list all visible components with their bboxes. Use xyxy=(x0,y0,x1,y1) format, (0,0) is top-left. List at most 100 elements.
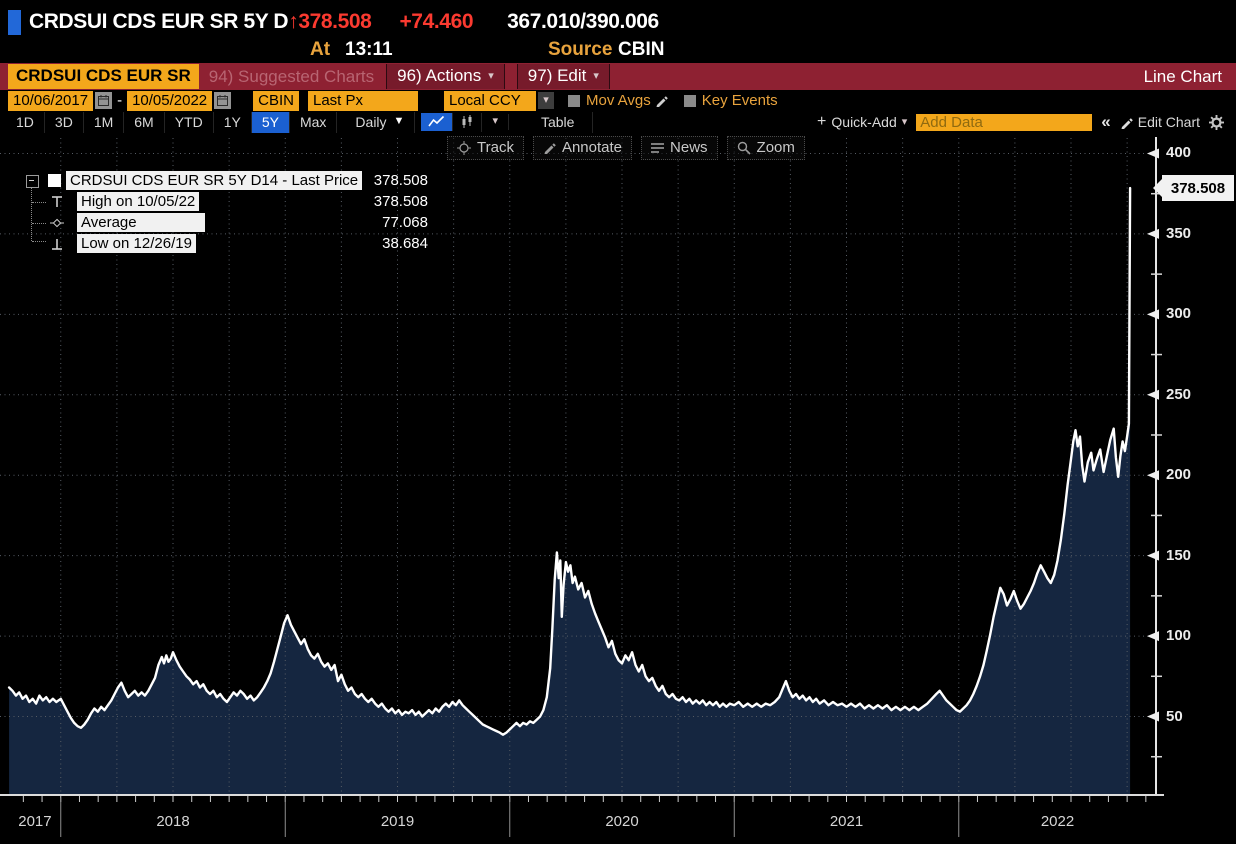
date-from-field[interactable]: 10/06/2017 xyxy=(8,90,94,111)
high-value: 378.508 xyxy=(373,193,428,210)
range-1m-button[interactable]: 1M xyxy=(84,111,125,133)
track-button[interactable]: Track xyxy=(447,136,524,160)
annotate-button[interactable]: Annotate xyxy=(532,136,633,160)
range-ytd-button[interactable]: YTD xyxy=(165,111,214,133)
chart-type-dropdown-button[interactable]: ▾ xyxy=(482,114,509,130)
y-axis-label: 250 xyxy=(1166,385,1192,403)
calendar-button[interactable] xyxy=(95,92,113,109)
low-label: Low on 12/26/19 xyxy=(77,234,196,253)
y-tick-arrow xyxy=(1147,711,1159,722)
average-value: 77.068 xyxy=(382,214,428,231)
low-marker-icon xyxy=(52,239,62,250)
quick-add-button[interactable]: + Quick-Add ▾ xyxy=(817,113,908,130)
x-axis-year-label: 2020 xyxy=(605,813,639,830)
key-events-label: Key Events xyxy=(701,92,778,109)
high-label: High on 10/05/22 xyxy=(77,192,200,211)
legend-collapse-toggle[interactable] xyxy=(26,175,39,188)
chart-tools: Track Annotate News Zoom xyxy=(447,136,805,160)
up-arrow-icon: ↑ xyxy=(288,10,299,33)
security-color-swatch xyxy=(8,9,21,35)
range-5y-button[interactable]: 5Y xyxy=(251,111,290,133)
y-axis-label: 50 xyxy=(1166,707,1183,725)
range-1y-button[interactable]: 1Y xyxy=(214,111,252,133)
source-value: CBIN xyxy=(618,39,665,60)
line-chart-icon xyxy=(428,115,445,127)
pencil-icon xyxy=(1121,117,1133,129)
y-tick-arrow xyxy=(1147,550,1159,561)
average-label: Average xyxy=(77,213,205,232)
legend-row-average[interactable]: Average 77.068 xyxy=(20,213,432,234)
menu-edit[interactable]: 97) Edit ▾ xyxy=(516,64,610,89)
range-1d-button[interactable]: 1D xyxy=(6,111,45,133)
line-chart-type-button[interactable] xyxy=(421,113,454,131)
series-label: CRDSUI CDS EUR SR 5Y D14 - Last Price xyxy=(66,171,363,190)
menu-actions[interactable]: 96) Actions ▾ xyxy=(386,64,505,89)
y-tick-arrow xyxy=(1147,389,1159,400)
y-tick-arrow xyxy=(1147,631,1159,642)
date-to-field[interactable]: 10/05/2022 xyxy=(127,90,213,111)
caret-down-icon: ▾ xyxy=(543,94,549,106)
caret-down-icon: ▾ xyxy=(492,115,498,127)
news-button[interactable]: News xyxy=(641,136,718,160)
edit-chart-button[interactable]: Edit Chart xyxy=(1120,114,1200,130)
low-value: 38.684 xyxy=(382,235,428,252)
x-axis-year-label: 2022 xyxy=(1040,813,1075,830)
y-tick-arrow xyxy=(1147,228,1159,239)
last-price: 378.508 xyxy=(298,10,372,33)
series-value: 378.508 xyxy=(373,172,428,189)
range-max-button[interactable]: Max xyxy=(290,111,338,133)
source-label: Source xyxy=(548,39,613,60)
mov-avgs-checkbox[interactable] xyxy=(568,94,580,107)
period-selector[interactable]: Daily ▼ xyxy=(345,111,416,133)
pricing-source-field[interactable]: CBIN xyxy=(253,90,299,111)
bid-ask: 367.010/390.006 xyxy=(507,10,659,33)
plus-icon: + xyxy=(817,113,827,130)
x-axis-year-label: 2021 xyxy=(829,813,864,830)
quote-subheader: At 13:11 Source CBIN xyxy=(0,39,1236,63)
pencil-icon xyxy=(544,143,556,154)
currency-selector[interactable]: Local CCY xyxy=(444,90,536,111)
calendar-button[interactable] xyxy=(214,92,232,109)
chart-type-label: Line Chart xyxy=(1143,66,1222,86)
quote-header: CRDSUI CDS EUR SR 5Y D ↑ 378.508 +74.460… xyxy=(0,7,1236,37)
zoom-button[interactable]: Zoom xyxy=(726,136,805,160)
y-tick-arrow xyxy=(1147,148,1159,159)
calendar-icon xyxy=(217,95,229,106)
key-events-checkbox[interactable] xyxy=(683,94,696,107)
price-change: +74.460 xyxy=(399,10,474,33)
legend-row-low[interactable]: Low on 12/26/19 38.684 xyxy=(20,234,432,255)
range-6m-button[interactable]: 6M xyxy=(124,111,165,133)
menu-ribbon: CRDSUI CDS EUR SR 94) Suggested Charts 9… xyxy=(0,63,1236,90)
chart-legend: CRDSUI CDS EUR SR 5Y D14 - Last Price 37… xyxy=(20,171,432,255)
y-axis-label: 400 xyxy=(1166,144,1192,162)
legend-row-series[interactable]: CRDSUI CDS EUR SR 5Y D14 - Last Price 37… xyxy=(20,171,432,192)
gear-icon[interactable] xyxy=(1209,114,1224,130)
mov-avgs-label: Mov Avgs xyxy=(586,92,651,109)
menu-suggested-charts[interactable]: 94) Suggested Charts xyxy=(208,66,375,86)
add-data-input[interactable] xyxy=(916,113,1093,131)
price-field-selector[interactable]: Last Px xyxy=(308,90,418,111)
x-axis-year-label: 2019 xyxy=(380,813,415,830)
price-line xyxy=(7,186,1132,736)
at-label: At xyxy=(310,39,331,60)
legend-row-high[interactable]: High on 10/05/22 378.508 xyxy=(20,192,432,213)
high-marker-icon xyxy=(52,196,62,207)
range-3d-button[interactable]: 3D xyxy=(45,111,84,133)
caret-down-icon: ▾ xyxy=(488,69,494,82)
table-button[interactable]: Table xyxy=(523,111,594,133)
security-field[interactable]: CRDSUI CDS EUR SR xyxy=(8,64,199,89)
average-marker-icon xyxy=(50,218,64,228)
news-icon xyxy=(651,142,665,153)
field-bar: 10/06/2017 - 10/05/2022 CBIN Last Px Loc… xyxy=(0,90,1236,111)
pencil-icon[interactable] xyxy=(655,94,668,107)
magnifier-icon xyxy=(737,141,751,155)
y-axis-label: 100 xyxy=(1166,627,1192,645)
quote-time: 13:11 xyxy=(345,39,393,60)
currency-dropdown-button[interactable]: ▾ xyxy=(538,92,554,109)
x-axis-year-label: 2017 xyxy=(18,813,52,830)
caret-down-icon: ▾ xyxy=(593,69,599,82)
candle-chart-type-button[interactable] xyxy=(453,112,483,132)
collapse-panel-icon[interactable]: « xyxy=(1101,112,1111,131)
